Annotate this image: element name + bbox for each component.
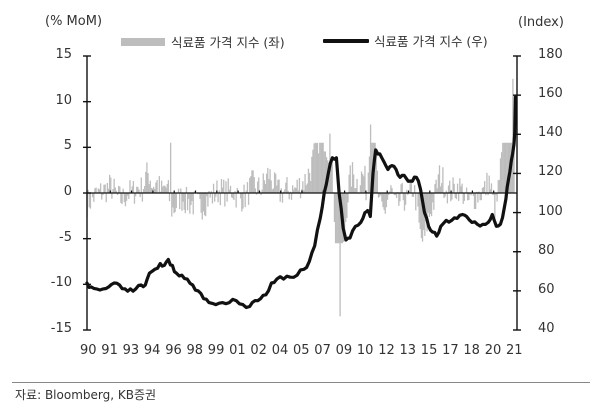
x-tick-label: 91 xyxy=(101,343,118,358)
x-tick-label: 10 xyxy=(356,343,374,358)
legend-item-line: 식료품 가격 지수 (우) xyxy=(323,31,488,50)
x-tick-label: 20 xyxy=(484,343,502,358)
right-tick-label: 100 xyxy=(538,203,563,219)
right-tick-label: 120 xyxy=(538,164,563,180)
x-tick-label: 07 xyxy=(314,343,331,358)
right-tick-label: 40 xyxy=(538,321,555,336)
left-tick-label: -15 xyxy=(50,321,72,336)
x-tick-label: 12 xyxy=(378,343,395,358)
x-tick-label: 04 xyxy=(271,343,289,358)
bar-swatch-icon xyxy=(121,37,165,46)
x-tick-label: 96 xyxy=(165,343,182,358)
left-tick-label: -10 xyxy=(50,275,72,291)
x-tick-label: 90 xyxy=(80,343,97,358)
mom-bars xyxy=(86,78,515,317)
right-axis-unit: (Index) xyxy=(518,15,564,30)
x-tick-label: 01 xyxy=(229,343,246,358)
left-tick-label: 10 xyxy=(55,92,72,108)
left-axis-unit: (% MoM) xyxy=(45,14,103,29)
legend-bar-label: 식료품 가격 지수 (좌) xyxy=(171,35,285,50)
right-tick-label: 180 xyxy=(538,47,563,62)
x-tick-label: 99 xyxy=(207,343,225,358)
x-tick-label: 15 xyxy=(420,343,438,358)
x-tick-label: 18 xyxy=(463,343,480,358)
legend-item-bar: 식료품 가격 지수 (좌) xyxy=(121,32,285,51)
source-note: 자료: Bloomberg, KB증권 xyxy=(15,388,157,402)
x-tick-label: 93 xyxy=(122,343,140,358)
x-tick-label: 02 xyxy=(250,343,267,358)
line-swatch-icon xyxy=(323,38,369,43)
left-tick-label: 5 xyxy=(63,138,72,154)
x-tick-label: 21 xyxy=(506,343,523,358)
legend-line-label: 식료품 가격 지수 (우) xyxy=(374,34,488,49)
x-tick-label: 09 xyxy=(335,343,353,358)
right-tick-label: 80 xyxy=(538,242,555,258)
x-tick-label: 13 xyxy=(399,343,417,358)
right-tick-label: 160 xyxy=(538,86,563,102)
chart-axes xyxy=(83,55,521,331)
left-tick-label: 15 xyxy=(55,47,72,62)
source-divider xyxy=(12,382,590,383)
x-tick-label: 17 xyxy=(442,343,459,358)
x-tick-label: 98 xyxy=(186,343,204,358)
right-tick-label: 140 xyxy=(538,125,563,141)
left-tick-label: 0 xyxy=(63,184,72,199)
x-tick-label: 94 xyxy=(143,343,161,358)
x-tick-label: 05 xyxy=(293,343,310,358)
index-line xyxy=(85,95,517,310)
left-tick-label: -5 xyxy=(59,229,72,245)
right-tick-label: 60 xyxy=(538,281,555,297)
